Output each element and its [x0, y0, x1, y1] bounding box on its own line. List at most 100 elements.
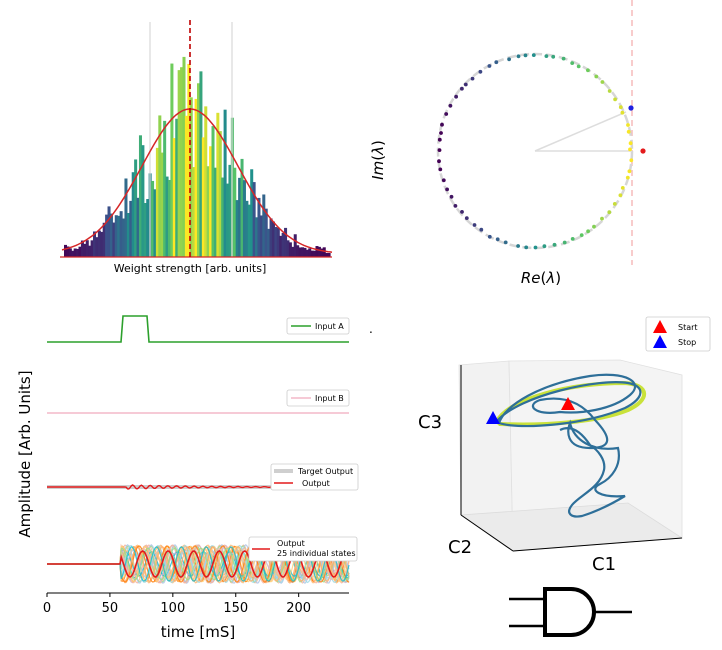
hist-bar	[141, 145, 145, 257]
hist-bar	[226, 183, 230, 257]
eigenvalue-dot	[561, 56, 566, 61]
pca-3d-panel: Start Stop C3 C2 C1	[418, 316, 711, 575]
hist-bar	[192, 167, 196, 257]
hist-bar	[64, 244, 68, 257]
hist-bar	[175, 118, 179, 257]
hist-bar	[194, 98, 198, 257]
input-a-trace	[47, 315, 349, 343]
svg-text:Target Output: Target Output	[297, 467, 353, 476]
hist-bar	[264, 208, 268, 257]
amplitude-ylabel: Amplitude [Arb. Units]	[16, 370, 34, 537]
leading-eigenvalue-point	[640, 148, 646, 154]
eigenvalue-dot	[464, 216, 469, 221]
hist-bar	[138, 135, 142, 257]
eigenvalue-dot	[627, 169, 632, 174]
hist-bar	[315, 246, 319, 257]
hist-bar	[136, 197, 140, 257]
hist-bar	[259, 215, 263, 257]
hist-bar	[201, 137, 205, 257]
eigenvalue-dot	[503, 240, 508, 245]
time-tick-label: 0	[43, 601, 51, 616]
and-gate-icon	[509, 587, 632, 637]
hist-bar	[322, 247, 326, 257]
hist-bar	[158, 115, 162, 257]
eigenvalue-dot	[551, 54, 556, 59]
eigenvalue-dot	[453, 204, 458, 208]
trajectory-curve	[496, 373, 642, 518]
eigenvalue-dot	[592, 224, 596, 229]
hist-bar	[109, 213, 113, 257]
eigenvalue-dot	[607, 89, 612, 93]
eigenvalue-dot	[524, 245, 529, 250]
eigenvalue-dot	[440, 122, 444, 127]
hist-bar	[286, 240, 290, 257]
stray-dot: .	[369, 322, 373, 336]
gaussian-fit-curve	[61, 108, 333, 253]
eigenvalue-dot	[594, 74, 599, 79]
hist-bar	[206, 166, 210, 257]
hist-bar	[180, 67, 184, 258]
eigenvalue-dot	[449, 194, 454, 199]
legend-output: Target Output Output	[270, 463, 359, 491]
hist-bar	[105, 214, 109, 257]
hist-bar	[102, 222, 106, 257]
eigenvalue-dot	[600, 216, 604, 221]
hist-bar	[83, 243, 87, 257]
hist-bar	[172, 138, 176, 257]
eigenvalue-dot	[612, 202, 617, 206]
hist-bar	[235, 200, 239, 257]
eigenvalue-dot	[454, 94, 458, 99]
hist-bar	[276, 227, 280, 257]
hist-bar	[78, 246, 82, 257]
axis-label-c1: C1	[592, 554, 616, 575]
hist-bar	[242, 180, 246, 257]
hist-bar	[327, 253, 331, 257]
eigenvalue-dot	[523, 53, 528, 58]
hist-bar	[167, 179, 171, 257]
eigenvalue-dot	[562, 240, 567, 245]
eigenvalue-dot	[439, 131, 443, 135]
eigenvalue-dot	[533, 245, 538, 250]
hist-bar	[216, 112, 220, 257]
svg-text:Input A: Input A	[315, 322, 344, 331]
time-tick-label: 100	[160, 601, 185, 616]
hist-bar	[228, 164, 232, 257]
hist-bar	[151, 180, 155, 257]
second-eigenvalue-point	[628, 105, 634, 111]
eigenvalue-dot	[600, 80, 605, 84]
eigenvalue-dot	[586, 68, 590, 73]
svg-text:Stop: Stop	[678, 338, 696, 347]
x-axis-line	[512, 537, 683, 552]
hist-bar	[325, 253, 329, 257]
hist-bar	[100, 231, 104, 257]
hist-bar	[310, 250, 314, 257]
eigenvalue-dot	[570, 61, 575, 65]
hist-bar	[163, 120, 167, 258]
svg-text:Start: Start	[678, 323, 698, 332]
legend-input-b: Input B	[286, 389, 350, 407]
hist-bar	[197, 83, 201, 258]
hist-bar	[296, 245, 300, 257]
hist-bar	[209, 146, 213, 257]
hist-bar	[68, 248, 72, 257]
hist-bar	[317, 246, 321, 257]
hist-bar	[143, 202, 147, 257]
hist-bar	[107, 206, 111, 257]
hist-bar	[160, 152, 164, 257]
histogram-bars	[64, 56, 331, 258]
hist-bar	[233, 167, 237, 257]
eigenvalue-dot	[438, 167, 443, 172]
hist-bar	[269, 218, 273, 257]
time-axis-ticks: 0 50 100 150 200	[43, 593, 311, 616]
hist-bar	[153, 189, 157, 257]
hist-bar	[293, 234, 297, 257]
hist-bar	[211, 126, 215, 257]
hist-xlabel: Weight strength [arb. units]	[114, 262, 267, 275]
hist-bar	[308, 248, 312, 257]
eigenvalue-dot	[441, 178, 446, 183]
eigenvalue-dot	[470, 76, 475, 81]
time-xlabel: time [mS]	[161, 623, 236, 641]
eigenvalue-dot	[542, 244, 547, 249]
hist-bar	[245, 200, 249, 257]
